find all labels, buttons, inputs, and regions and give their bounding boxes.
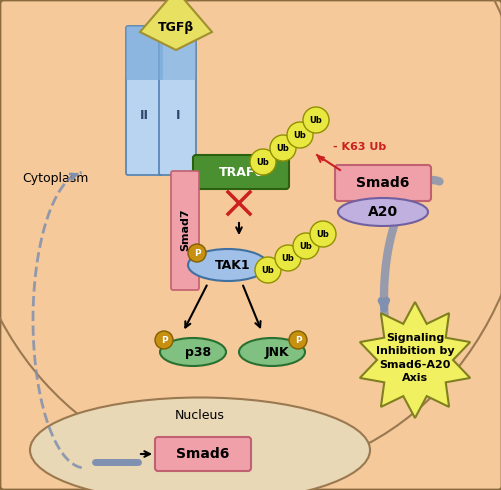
Text: Ub: Ub <box>256 157 269 167</box>
Text: P: P <box>160 336 167 344</box>
Circle shape <box>303 107 328 133</box>
Text: Ub: Ub <box>281 253 294 263</box>
Text: p38: p38 <box>184 345 210 359</box>
Text: TRAF6: TRAF6 <box>218 166 263 178</box>
Text: Smad6: Smad6 <box>356 176 409 190</box>
Text: Ub: Ub <box>316 229 329 239</box>
Ellipse shape <box>188 249 268 281</box>
Text: I: I <box>175 108 180 122</box>
Polygon shape <box>140 0 211 50</box>
Text: - K63 Ub: - K63 Ub <box>332 142 385 152</box>
FancyBboxPatch shape <box>159 26 195 80</box>
Text: JNK: JNK <box>264 345 289 359</box>
Circle shape <box>287 122 313 148</box>
Text: A20: A20 <box>367 205 397 219</box>
Text: Ub: Ub <box>309 116 322 124</box>
Text: TAK1: TAK1 <box>215 259 250 271</box>
Text: TGFβ: TGFβ <box>157 21 194 33</box>
Text: II: II <box>139 108 148 122</box>
Ellipse shape <box>160 338 225 366</box>
Text: P: P <box>193 248 200 258</box>
Circle shape <box>293 233 318 259</box>
Circle shape <box>155 331 173 349</box>
FancyBboxPatch shape <box>192 155 289 189</box>
Circle shape <box>310 221 335 247</box>
Circle shape <box>188 244 205 262</box>
FancyBboxPatch shape <box>126 26 163 80</box>
Text: Signaling
Inhibition by
Smad6-A20
Axis: Signaling Inhibition by Smad6-A20 Axis <box>375 333 453 383</box>
Text: Nucleus: Nucleus <box>175 409 224 421</box>
Ellipse shape <box>337 198 427 226</box>
FancyBboxPatch shape <box>155 437 250 471</box>
Text: Ub: Ub <box>299 242 312 250</box>
FancyBboxPatch shape <box>171 171 198 290</box>
Circle shape <box>275 245 301 271</box>
Text: Cytoplasm: Cytoplasm <box>22 172 88 185</box>
Circle shape <box>270 135 296 161</box>
Text: P: P <box>294 336 301 344</box>
FancyBboxPatch shape <box>126 26 163 175</box>
Text: Ub: Ub <box>293 130 306 140</box>
Text: Ub: Ub <box>261 266 274 274</box>
Text: Ub: Ub <box>276 144 289 152</box>
FancyBboxPatch shape <box>159 26 195 175</box>
Ellipse shape <box>238 338 305 366</box>
Circle shape <box>289 331 307 349</box>
Text: Smad7: Smad7 <box>180 209 189 251</box>
Text: Smad6: Smad6 <box>176 447 229 461</box>
FancyBboxPatch shape <box>334 165 430 201</box>
Circle shape <box>249 149 276 175</box>
Polygon shape <box>359 302 469 418</box>
Ellipse shape <box>30 397 369 490</box>
Circle shape <box>255 257 281 283</box>
